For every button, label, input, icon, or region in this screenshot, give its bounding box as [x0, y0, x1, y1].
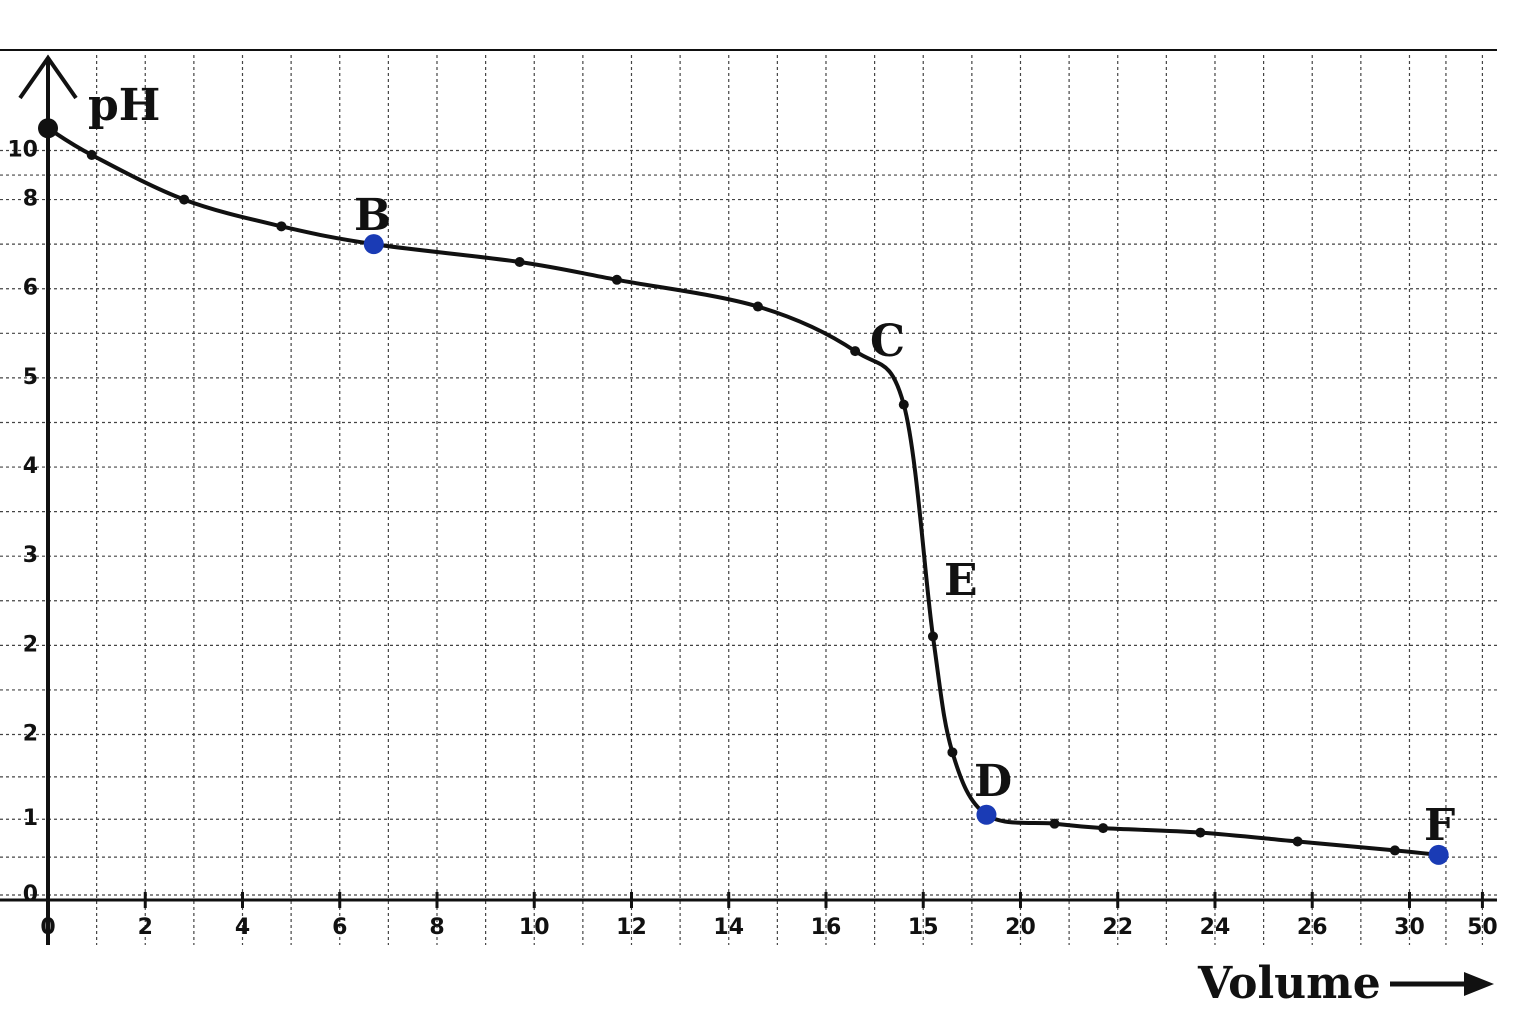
x-tick-label: 4 — [235, 915, 250, 940]
point — [947, 747, 958, 758]
point — [514, 256, 525, 267]
y-tick-label: 3 — [23, 543, 38, 568]
x-tick-label: 15 — [908, 915, 939, 940]
x-tick-label: 26 — [1297, 915, 1328, 940]
y-axis-arrow — [18, 54, 78, 100]
point — [1195, 827, 1206, 838]
y-tick-label: 2 — [23, 632, 38, 657]
y-tick-label: 1 — [23, 806, 38, 831]
x-tick-label: 6 — [332, 915, 347, 940]
point — [1049, 818, 1060, 829]
x-tick-label: 50 — [1467, 915, 1498, 940]
annotation: B — [354, 190, 391, 241]
point — [38, 118, 58, 139]
point — [86, 149, 97, 160]
y-tick-label: 8 — [23, 187, 38, 212]
curve — [46, 126, 1439, 857]
x-tick-label: 8 — [429, 915, 444, 940]
point — [1292, 836, 1303, 847]
point — [898, 399, 909, 410]
x-tick-label: 2 — [138, 915, 153, 940]
x-axis-arrowhead — [1464, 972, 1494, 996]
point — [1098, 823, 1109, 834]
point — [927, 631, 938, 642]
x-tick-label: 22 — [1102, 915, 1133, 940]
x-tick-label: 16 — [811, 915, 842, 940]
point — [611, 274, 622, 285]
point — [276, 221, 287, 232]
annotation: E — [944, 555, 978, 606]
x-tick-label: 12 — [616, 915, 647, 940]
x-tick-label: 10 — [519, 915, 550, 940]
annotation: C — [870, 316, 905, 367]
point — [1389, 845, 1400, 856]
grid — [0, 55, 1497, 945]
x-axis-label: Volume — [1197, 958, 1381, 1009]
point — [850, 346, 861, 357]
y-axis-label: pH — [88, 80, 160, 131]
y-tick-label: 5 — [23, 365, 38, 390]
x-tick-label: 20 — [1005, 915, 1036, 940]
point — [363, 234, 384, 255]
x-tick-label: 30 — [1394, 915, 1425, 940]
y-tick-label: 2 — [23, 722, 38, 747]
annotation: F — [1424, 800, 1455, 851]
y-tick-label: 4 — [23, 454, 38, 479]
annotation: D — [974, 756, 1012, 807]
x-tick-label: 24 — [1200, 915, 1231, 940]
y-tick-label: 0 — [23, 882, 38, 907]
y-tick-label: 10 — [7, 138, 38, 163]
x-tick-label: 14 — [713, 915, 744, 940]
point — [752, 301, 763, 312]
point — [1428, 844, 1449, 865]
y-tick-label: 6 — [23, 276, 38, 301]
x-tick-label: 0 — [40, 915, 55, 940]
point — [976, 804, 997, 825]
point — [179, 194, 190, 205]
